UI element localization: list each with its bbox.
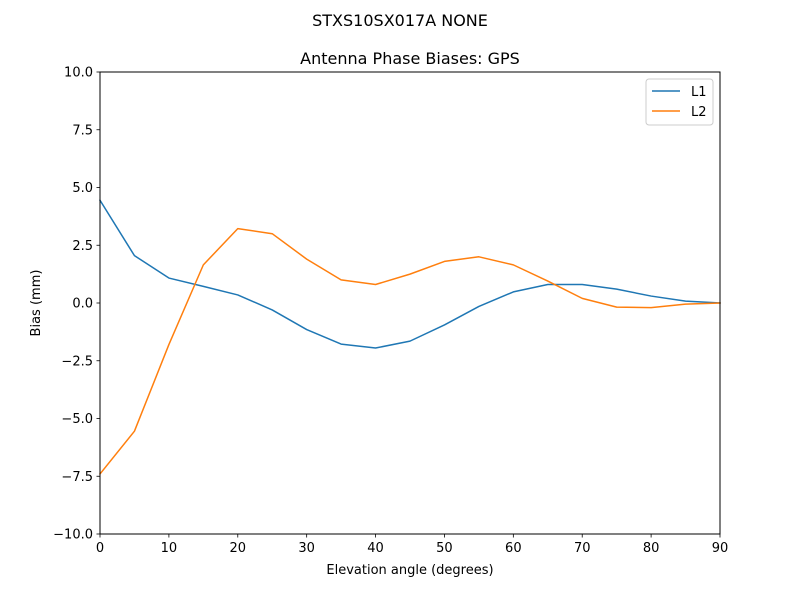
y-tick-label: −2.5	[61, 354, 93, 369]
y-tick-label: −7.5	[61, 470, 93, 485]
x-axis: 0 10 20 30 40 50 60 70 80 90	[96, 534, 728, 556]
x-tick-label: 70	[574, 541, 591, 556]
x-tick-label: 40	[367, 541, 384, 556]
x-tick-label: 20	[230, 541, 247, 556]
y-axis-label: Bias (mm)	[29, 270, 44, 337]
y-tick-label: 10.0	[64, 66, 93, 81]
series-line-l1	[98, 199, 721, 349]
y-tick-label: −5.0	[61, 412, 93, 427]
x-tick-label: 90	[712, 541, 729, 556]
series-line-l2	[98, 227, 721, 475]
x-tick-label: 60	[505, 541, 522, 556]
chart-title: Antenna Phase Biases: GPS	[300, 49, 520, 68]
x-tick-label: 30	[298, 541, 315, 556]
y-tick-label: 2.5	[72, 239, 93, 254]
y-tick-label: 0.0	[72, 297, 93, 312]
figure-suptitle: STXS10SX017A NONE	[312, 11, 488, 30]
y-tick-label: 5.0	[72, 181, 93, 196]
x-axis-label: Elevation angle (degrees)	[326, 563, 493, 578]
legend-label-l1: L1	[691, 85, 707, 100]
x-tick-label: 0	[96, 541, 104, 556]
y-tick-label: 7.5	[72, 123, 93, 138]
x-tick-label: 10	[161, 541, 178, 556]
x-tick-label: 80	[643, 541, 660, 556]
series-layer	[98, 199, 721, 475]
y-axis: −10.0 −7.5 −5.0 −2.5 0.0 2.5 5.0 7.5 10.0	[53, 66, 100, 543]
y-tick-label: −10.0	[53, 528, 93, 543]
legend-label-l2: L2	[691, 105, 707, 120]
x-tick-label: 50	[436, 541, 453, 556]
